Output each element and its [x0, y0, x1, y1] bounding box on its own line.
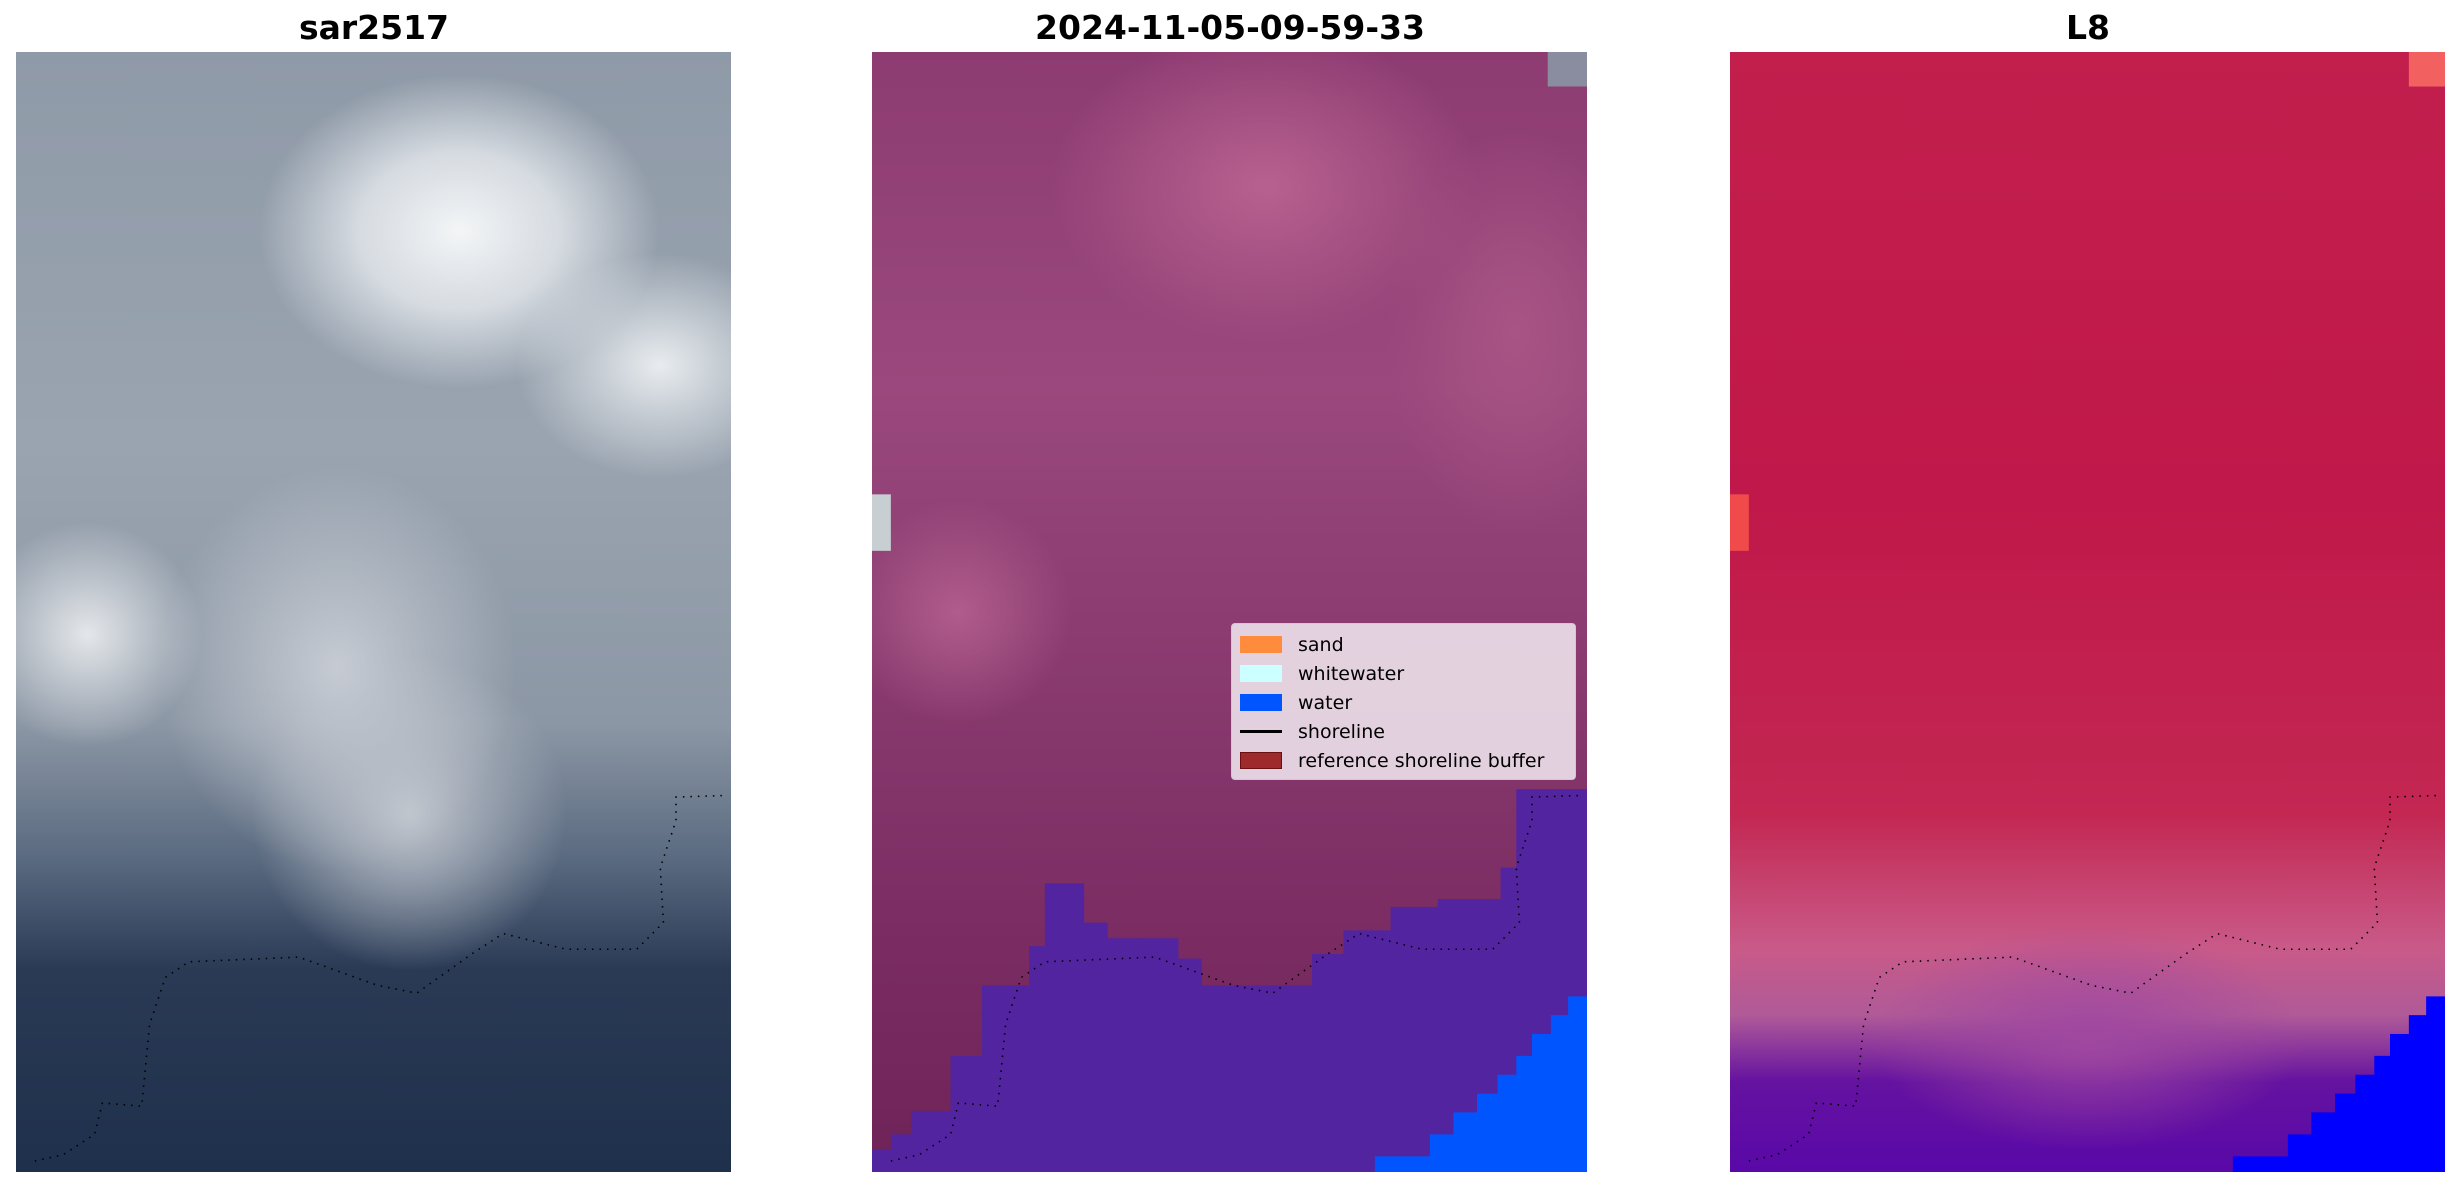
- shoreline: [35, 796, 723, 1161]
- legend-label: whitewater: [1298, 662, 1405, 685]
- legend-item-buffer: reference shoreline buffer: [1240, 746, 1567, 775]
- legend-label: sand: [1298, 633, 1344, 656]
- legend-item-sand: sand: [1240, 630, 1567, 659]
- l8-water-overlay: [1730, 52, 2445, 1172]
- sand-swatch: [1240, 636, 1282, 653]
- legend-item-water: water: [1240, 688, 1567, 717]
- buffer-swatch: [1240, 752, 1282, 769]
- water-swatch: [1240, 694, 1282, 711]
- shoreline: [1749, 796, 2437, 1161]
- shoreline-overlay: [1730, 52, 2445, 1172]
- classified-image-panel: sand whitewater water shoreline referenc…: [872, 52, 1587, 1172]
- legend-label: water: [1298, 691, 1353, 714]
- legend-label: reference shoreline buffer: [1298, 749, 1545, 772]
- water-classification: [872, 52, 1587, 1172]
- legend-item-shoreline: shoreline: [1240, 717, 1567, 746]
- shoreline: [891, 796, 1579, 1161]
- legend-item-whitewater: whitewater: [1240, 659, 1567, 688]
- whitewater-swatch: [1240, 665, 1282, 682]
- shoreline-line-swatch: [1240, 730, 1282, 733]
- shoreline-overlay: [16, 52, 731, 1172]
- panel-title-classified: 2024-11-05-09-59-33: [1035, 8, 1425, 47]
- l8-image-panel: [1730, 52, 2445, 1172]
- sar-image-panel: [16, 52, 731, 1172]
- panel-title-l8: L8: [2066, 8, 2110, 47]
- shoreline-overlay: [872, 52, 1587, 1172]
- legend-label: shoreline: [1298, 720, 1385, 743]
- panel-title-sar: sar2517: [298, 8, 450, 47]
- legend: sand whitewater water shoreline referenc…: [1231, 623, 1576, 780]
